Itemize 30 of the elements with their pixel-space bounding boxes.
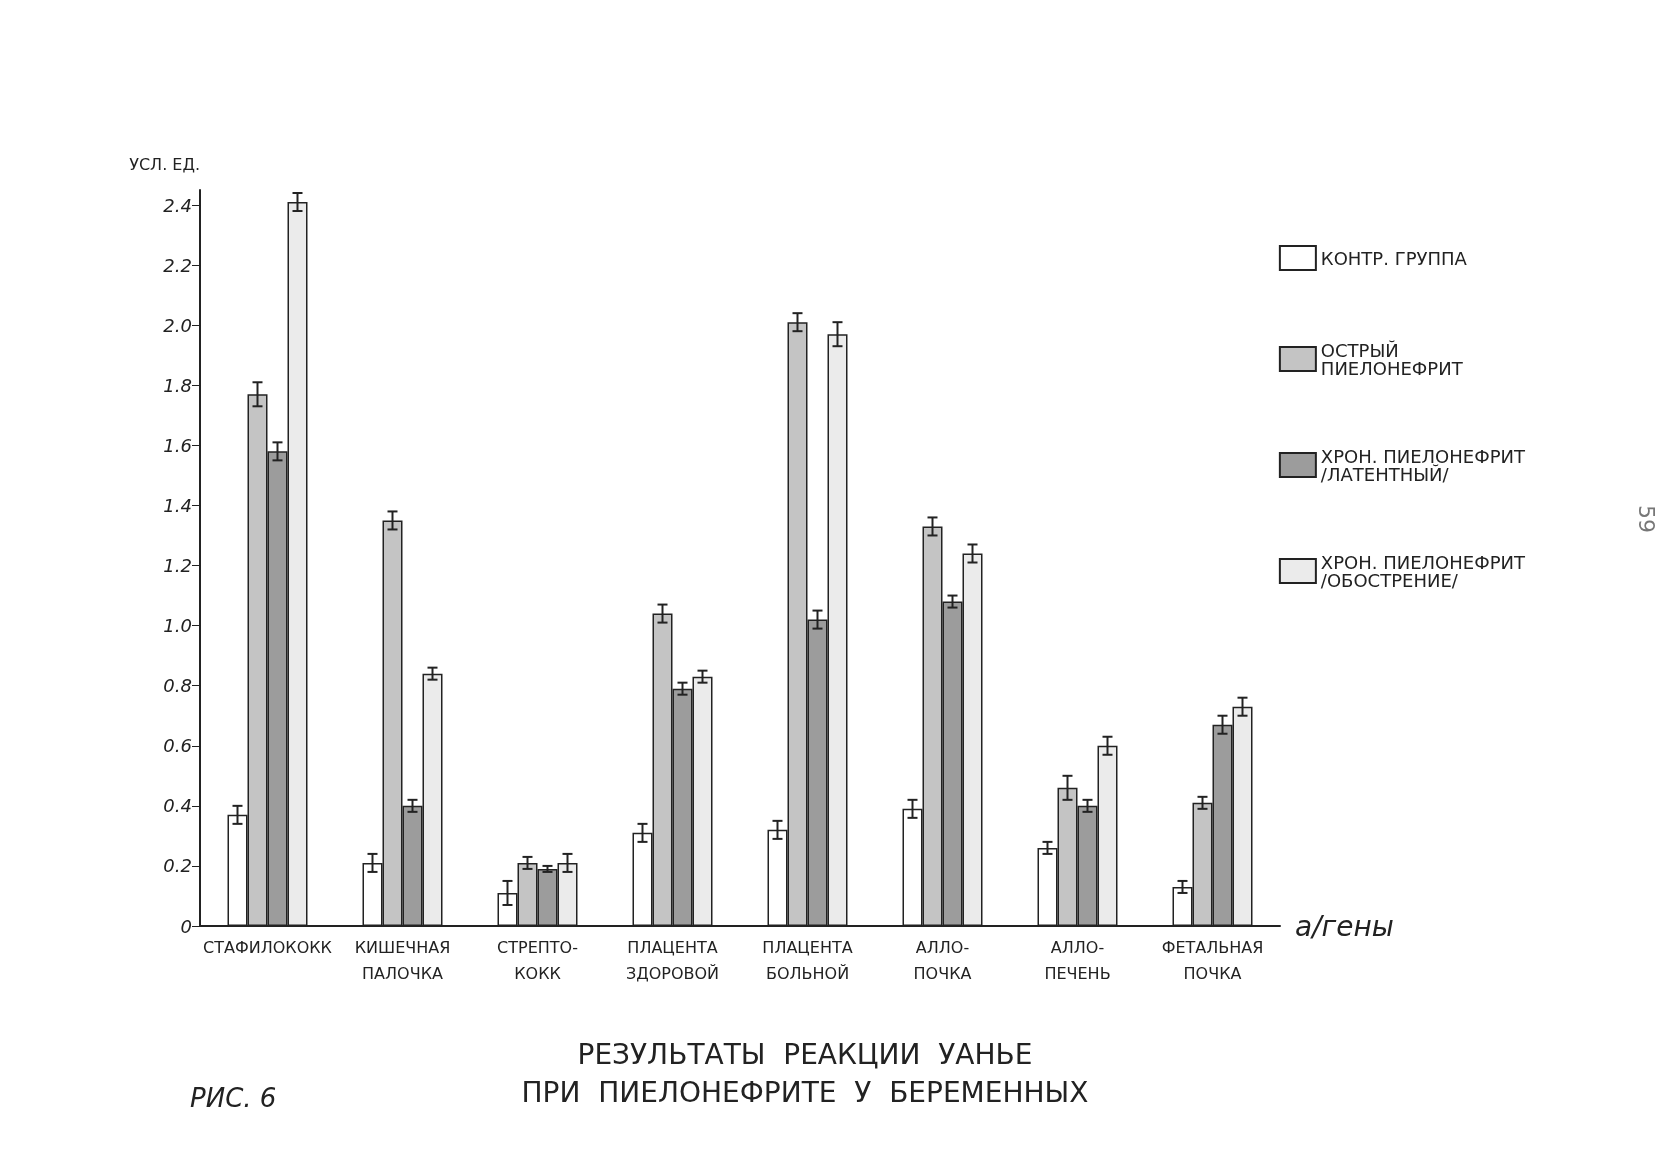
y-tick-label: 0.8 — [163, 675, 192, 697]
y-tick-label: 1.6 — [163, 434, 192, 456]
y-tick-label: 1.0 — [163, 615, 192, 637]
y-tick-label: 0.6 — [163, 735, 192, 757]
x-tick-label: ФЕТАЛЬНАЯ ПОЧКА — [1161, 937, 1264, 983]
y-tick-label: 0.2 — [163, 855, 192, 877]
x-tick-label: ПЛАЦЕНТА ЗДОРОВОЙ — [625, 937, 720, 983]
y-tick-label: 1.2 — [163, 555, 192, 577]
legend-label: ХРОН. ПИЕЛОНЕФРИТ /ОБОСТРЕНИЕ/ — [1320, 551, 1526, 591]
y-tick-label: 0.4 — [163, 795, 192, 817]
x-tick-label: АЛЛО- ПОЧКА — [913, 937, 972, 983]
y-tick-label: 2.4 — [163, 194, 192, 216]
y-tick-label: 1.4 — [163, 494, 192, 516]
y-tick-label: 2.2 — [163, 254, 192, 276]
y-tick-label: 1.8 — [163, 374, 192, 396]
y-axis-title: УСЛ. ЕД. — [129, 154, 200, 174]
legend-label: КОНТР. ГРУППА — [1320, 247, 1468, 269]
text: 59 — [1633, 505, 1659, 533]
legend-label: ОСТРЫЙ ПИЕЛОНЕФРИТ — [1320, 339, 1464, 379]
x-tick-label: СТРЕПТО- КОКК — [497, 937, 578, 983]
x-axis-title: а/гены — [1295, 909, 1394, 943]
x-tick-label: КИШЕЧНАЯ ПАЛОЧКА — [354, 937, 451, 983]
text: РЕЗУЛЬТАТЫ РЕАКЦИИ УАНЬЕ ПРИ ПИЕЛОНЕФРИТЕ У БЕРЕМЕННЫХ — [521, 1037, 1089, 1109]
text: РИС. 6 — [190, 1083, 277, 1113]
x-tick-label: СТАФИЛОКОКК — [203, 937, 333, 957]
x-tick-label: АЛЛО- ПЕЧЕНЬ — [1044, 937, 1111, 983]
y-tick-label: 0 — [180, 915, 192, 937]
x-tick-label: ПЛАЦЕНТА БОЛЬНОЙ — [762, 937, 853, 983]
y-tick-label: 2.0 — [163, 314, 192, 336]
legend-label: ХРОН. ПИЕЛОНЕФРИТ /ЛАТЕНТНЫЙ/ — [1320, 445, 1526, 485]
